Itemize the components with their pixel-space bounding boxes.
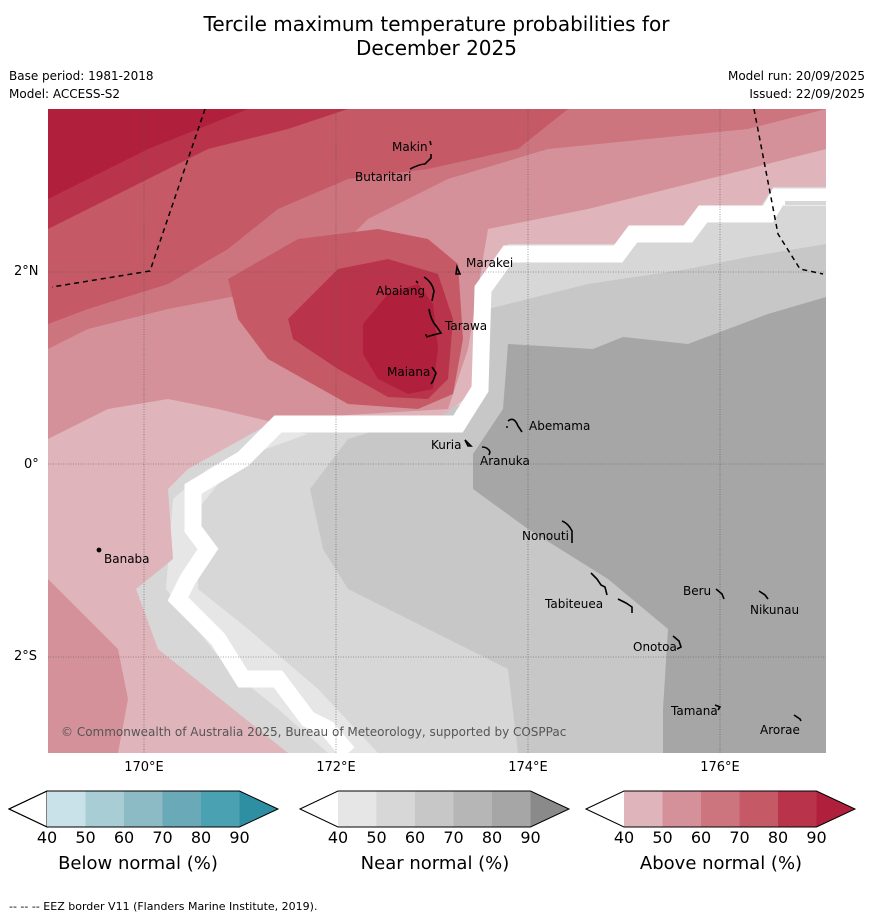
map-svg: Makin Butaritari Marakei Abaiang Tarawa … xyxy=(48,109,826,753)
eez-footnote: -- -- -- EEZ border V11 (Flanders Marine… xyxy=(9,900,318,913)
legend-below-tick: 60 xyxy=(113,828,135,847)
lon-label-176e: 176°E xyxy=(700,760,740,775)
lat-label-2n: 2°N xyxy=(14,264,39,279)
legend-below-swatch-6 xyxy=(239,791,278,827)
island-label-tamana: Tamana xyxy=(670,704,718,718)
chart-title: Tercile maximum temperature probabilitie… xyxy=(0,12,873,60)
legend-below-outline xyxy=(8,790,280,828)
above-plume-core xyxy=(363,284,438,394)
legend-near-swatch-4 xyxy=(453,791,492,827)
legend-above-tick: 70 xyxy=(729,828,750,847)
legend-below-title: Below normal (%) xyxy=(58,853,218,874)
legend-near-tick: 70 xyxy=(443,828,464,847)
island-label-makin: Makin xyxy=(392,140,428,154)
legend-above-title: Above normal (%) xyxy=(639,853,803,874)
legend-above-tick: 40 xyxy=(613,828,635,847)
title-line-2: December 2025 xyxy=(356,36,517,60)
island-label-butaritari: Butaritari xyxy=(355,170,412,184)
model-name: Model: ACCESS-S2 xyxy=(9,87,121,101)
lat-label-2s: 2°S xyxy=(14,649,38,664)
legend-below-swatch-2 xyxy=(85,791,124,827)
legend-near-swatch-5 xyxy=(492,791,531,827)
island-label-kuria: Kuria xyxy=(431,438,462,452)
boundary-patch xyxy=(785,201,826,205)
model-run: Model run: 20/09/2025 xyxy=(727,69,865,83)
legend-below-colorbar xyxy=(8,790,280,828)
legend-above-tick: 50 xyxy=(652,828,673,847)
above-85-region xyxy=(48,109,248,199)
legend-below-swatch-3 xyxy=(124,791,163,827)
island-label-abaiang: Abaiang xyxy=(376,284,425,298)
island-label-nikunau: Nikunau xyxy=(750,603,799,617)
legend-below-swatch-1 xyxy=(47,791,86,827)
lon-label-172e: 172°E xyxy=(316,760,356,775)
island-label-tarawa: Tarawa xyxy=(444,319,487,333)
legend-above-tick: 60 xyxy=(690,828,712,847)
legend-below-tick: 40 xyxy=(36,828,58,847)
legend-above-swatch-6 xyxy=(816,791,855,827)
meta-right: Model run: 20/09/2025 Issued: 22/09/2025 xyxy=(728,67,865,103)
island-label-onotoa: Onotoa xyxy=(633,640,677,654)
legend-near-swatch-0 xyxy=(300,791,338,827)
island-label-banaba: Banaba xyxy=(104,552,150,566)
island-label-nonouti: Nonouti xyxy=(522,529,569,543)
legend-near-title: Near normal (%) xyxy=(360,853,510,874)
legend-above-tick: 90 xyxy=(806,828,827,847)
legend-near-swatch-1 xyxy=(338,791,377,827)
lon-label-170e: 170°E xyxy=(124,760,164,775)
island-label-tabiteuea: Tabiteuea xyxy=(544,597,603,611)
island-labels: Makin Butaritari Marakei Abaiang Tarawa … xyxy=(104,140,800,737)
legend-above-tick: 80 xyxy=(767,828,789,847)
legend-above-swatch-0 xyxy=(586,791,624,827)
meta-left: Base period: 1981-2018 Model: ACCESS-S2 xyxy=(9,67,154,103)
lon-label-174e: 174°E xyxy=(508,760,548,775)
legend-below-tick: 70 xyxy=(152,828,173,847)
tercile-boundary xyxy=(167,188,826,753)
legend-below-swatch-5 xyxy=(201,791,240,827)
lat-label-0: 0° xyxy=(24,457,39,472)
legend-near-tick: 50 xyxy=(366,828,387,847)
legend-near-swatch-6 xyxy=(530,791,569,827)
island-label-marakei: Marakei xyxy=(466,256,513,270)
probability-map[interactable]: Makin Butaritari Marakei Abaiang Tarawa … xyxy=(48,109,826,753)
near-40-region xyxy=(166,429,378,753)
legend-below-tick: 50 xyxy=(75,828,96,847)
legend-below-tick: 90 xyxy=(229,828,250,847)
near-70-region xyxy=(473,297,826,753)
base-period: Base period: 1981-2018 xyxy=(9,69,154,83)
legend-below-swatch-4 xyxy=(162,791,201,827)
island-label-beru: Beru xyxy=(683,584,711,598)
legend-below-tick: 80 xyxy=(190,828,212,847)
legend-near-tick: 80 xyxy=(481,828,503,847)
legend-above-swatch-3 xyxy=(701,791,740,827)
island-shapes xyxy=(96,140,802,722)
island-label-maiana: Maiana xyxy=(387,365,430,379)
legend-above-swatch-4 xyxy=(739,791,778,827)
title-line-1: Tercile maximum temperature probabilitie… xyxy=(203,12,670,36)
gridlines xyxy=(48,109,826,753)
legend-near-outline xyxy=(299,790,571,828)
legend-above-swatch-1 xyxy=(624,791,663,827)
eez-border xyxy=(51,109,824,288)
legend-above-outline xyxy=(585,790,857,828)
island-label-arorae: Arorae xyxy=(760,723,800,737)
legend-near-colorbar xyxy=(299,790,571,828)
island-label-abemama: Abemama xyxy=(529,419,590,433)
legend-above-swatch-5 xyxy=(778,791,817,827)
legend-near-swatch-3 xyxy=(415,791,454,827)
issued-date: Issued: 22/09/2025 xyxy=(749,87,865,101)
island-label-aranuka: Aranuka xyxy=(480,454,530,468)
legend-near-tick: 90 xyxy=(520,828,541,847)
legend-near-tick: 60 xyxy=(404,828,426,847)
legend-above-colorbar xyxy=(585,790,857,828)
legend-near-swatch-2 xyxy=(376,791,415,827)
legend-below-swatch-0 xyxy=(8,790,48,828)
legend-near-tick: 40 xyxy=(327,828,349,847)
copyright-notice: © Commonwealth of Australia 2025, Bureau… xyxy=(61,725,566,739)
legend-above-swatch-2 xyxy=(662,791,701,827)
